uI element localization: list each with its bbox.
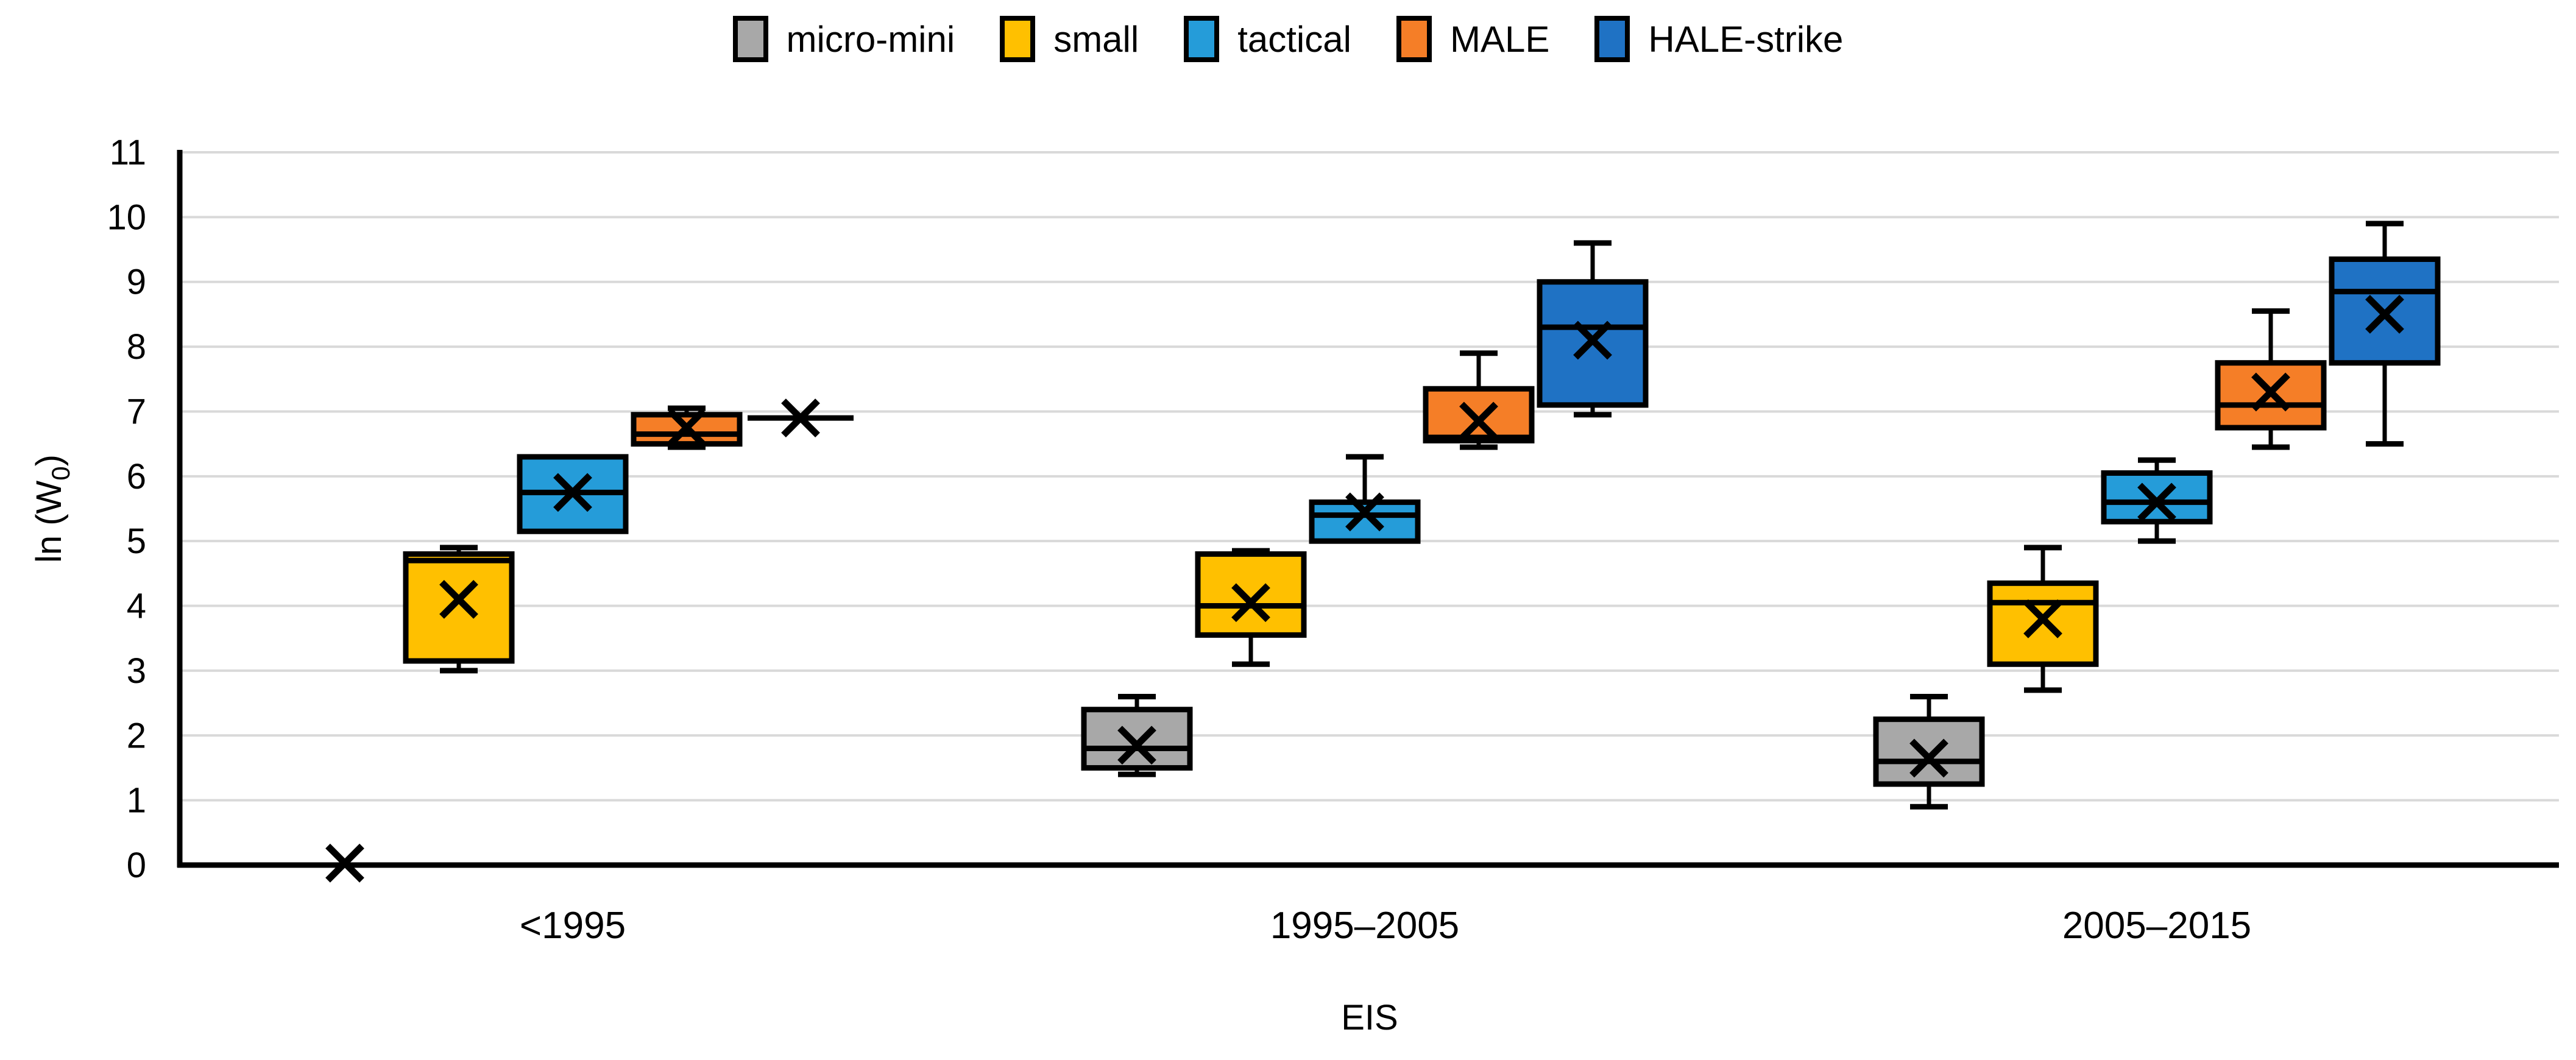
mean-x-marker <box>1345 492 1384 532</box>
box-hale-strike-1995-2005 <box>1537 240 1649 418</box>
box-male--1995 <box>631 405 743 450</box>
box-male-1995-2005 <box>1423 350 1535 450</box>
y-tick-label: 0 <box>127 846 146 885</box>
box-rect <box>1987 580 2099 667</box>
y-tick-label: 8 <box>127 327 146 367</box>
mean-x-marker <box>1117 726 1156 765</box>
y-tick-label: 1 <box>127 781 146 821</box>
x-axis-title: EIS <box>1341 998 1398 1037</box>
x-category-label: 1995–2005 <box>1270 905 1459 947</box>
box-micro-mini-1995-2005 <box>1081 693 1193 777</box>
mean-x-marker <box>2251 372 2290 412</box>
mean-x-marker <box>1909 738 1948 778</box>
y-tick-label: 10 <box>107 197 146 237</box>
box-tactical-1995-2005 <box>1309 454 1421 544</box>
y-tick-label: 4 <box>127 587 146 626</box>
mean-x-marker <box>1459 401 1498 441</box>
y-tick-label: 9 <box>127 263 146 302</box>
box-small-2005-2015 <box>1987 545 2099 693</box>
y-tick-label: 5 <box>127 521 146 561</box>
box-tactical--1995 <box>517 454 629 534</box>
box-small--1995 <box>403 545 515 674</box>
axis-layer <box>177 150 2559 868</box>
mean-x-marker <box>1231 583 1270 623</box>
mean-x-marker <box>439 580 478 619</box>
box-rect <box>1423 386 1535 443</box>
mean-x-marker <box>553 473 592 512</box>
box-rect <box>403 551 515 664</box>
box-rect <box>1873 716 1985 787</box>
x-category-label: <1995 <box>520 905 626 947</box>
label-layer: ln (W0) EIS 0 1 2 3 4 5 6 7 8 9 10 11 <1995 1995–2005… <box>29 133 2251 1037</box>
mean-x-marker <box>781 398 820 437</box>
y-tick-label: 11 <box>110 133 146 172</box>
mean-x-marker <box>325 843 364 883</box>
y-tick-label: 6 <box>127 457 146 496</box>
y-tick-label: 3 <box>127 651 146 691</box>
box-rect <box>2101 470 2213 525</box>
box-small-1995-2005 <box>1195 548 1307 667</box>
mean-x-marker <box>667 408 706 447</box>
box-male-2005-2015 <box>2215 308 2327 450</box>
y-tick-label: 7 <box>127 392 146 431</box>
x-category-label: 2005–2015 <box>2062 905 2251 947</box>
box-micro-mini-2005-2015 <box>1873 693 1985 810</box>
y-tick-label: 2 <box>127 716 146 755</box>
box-tactical-2005-2015 <box>2101 457 2213 544</box>
box-micro-mini--1995 <box>325 843 364 883</box>
box-rect <box>1195 551 1307 638</box>
y-axis-title: ln (W0) <box>29 454 75 563</box>
mean-x-marker <box>1573 320 1612 360</box>
box-hale-strike-2005-2015 <box>2329 221 2441 447</box>
mean-x-marker <box>2137 482 2176 522</box>
box-rect <box>1081 707 1193 771</box>
mean-x-marker <box>2023 599 2062 638</box>
box-layer <box>325 221 2441 883</box>
box-hale-strike--1995 <box>748 398 854 437</box>
mean-x-marker <box>2365 295 2404 334</box>
